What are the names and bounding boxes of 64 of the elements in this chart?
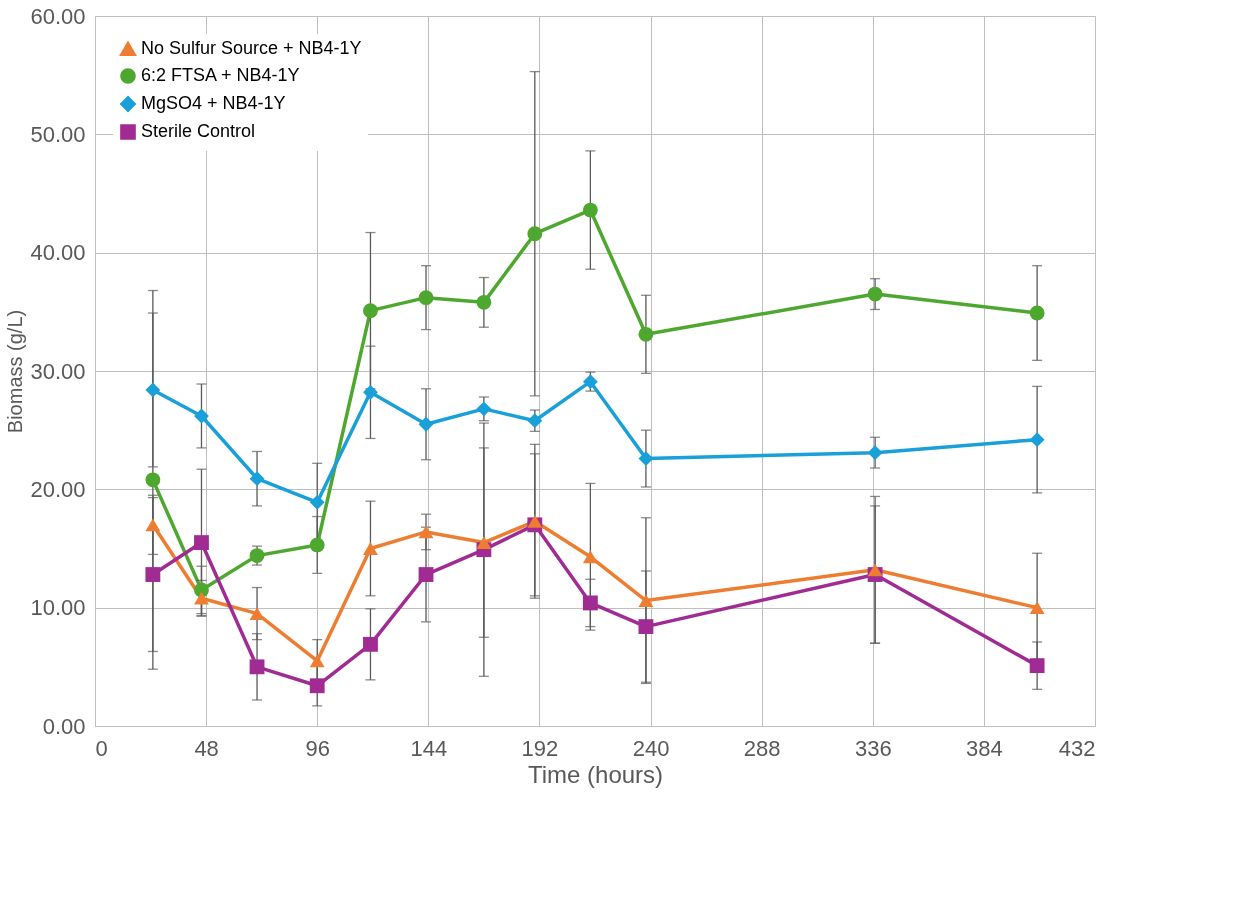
point (145, 382, 161, 398)
point (249, 659, 265, 675)
y-tick-label: 60.00 (30, 3, 86, 29)
point (145, 518, 161, 532)
legend-label: 6:2 FTSA + NB4-1Y (141, 65, 300, 85)
point (363, 303, 378, 319)
x-tick-label: 192 (521, 735, 559, 761)
point (1029, 305, 1045, 321)
point (638, 326, 654, 342)
point (145, 472, 161, 488)
point (527, 413, 543, 429)
legend-label: No Sulfur Source + NB4-1Y (141, 38, 362, 58)
point (309, 678, 325, 694)
y-tick-label: 10.00 (30, 595, 86, 621)
point (1029, 601, 1045, 615)
legend-label: Sterile Control (141, 121, 256, 141)
x-tick-label: 144 (410, 735, 448, 761)
x-tick-label: 432 (1058, 735, 1096, 761)
point (867, 563, 883, 577)
point (527, 226, 543, 242)
point (363, 636, 378, 652)
x-tick-label: 240 (632, 735, 670, 761)
x-tick-label: 96 (305, 735, 330, 761)
y-tick-label: 40.00 (30, 240, 86, 266)
x-tick-label: 384 (966, 735, 1003, 761)
y-axis-title: Biomass (g/L) (4, 309, 27, 434)
x-tick-label: 336 (854, 735, 892, 761)
point (194, 535, 209, 550)
y-tick-label: 20.00 (30, 476, 86, 502)
point (582, 550, 598, 564)
point (867, 445, 883, 461)
x-tick-label: 0 (95, 735, 108, 761)
y-tick-label: 30.00 (30, 358, 86, 384)
point (638, 594, 654, 607)
point (309, 654, 325, 668)
point (527, 514, 543, 528)
point (249, 607, 265, 621)
point (145, 567, 161, 582)
point (582, 202, 598, 218)
point (1029, 432, 1045, 448)
point (418, 567, 434, 582)
point (1029, 658, 1045, 674)
y-tick-label: 0.00 (42, 713, 86, 739)
point (309, 494, 325, 510)
point (476, 401, 492, 417)
x-axis-title: Time (hours) (527, 760, 664, 788)
point (418, 290, 434, 306)
legend-label: MgSO4 + NB4-1Y (141, 93, 286, 113)
point (582, 595, 598, 611)
x-tick-label: 48 (194, 735, 219, 761)
point (309, 537, 325, 553)
point (418, 416, 434, 432)
point (638, 451, 654, 466)
x-tick-label: 288 (743, 735, 781, 761)
point (194, 591, 209, 605)
point (476, 294, 492, 310)
point (476, 536, 492, 550)
point (418, 525, 434, 539)
point (867, 286, 883, 302)
point (363, 542, 378, 555)
point (249, 471, 265, 487)
point (638, 619, 654, 635)
y-tick-label: 50.00 (30, 121, 86, 147)
point (363, 384, 378, 400)
